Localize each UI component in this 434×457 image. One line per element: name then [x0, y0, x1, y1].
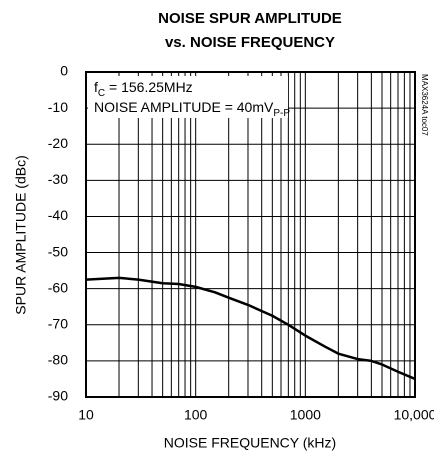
y-tick-label: -30 — [48, 171, 68, 187]
x-tick-label: 1000 — [290, 407, 321, 423]
side-note: MAX3624A toc07 — [420, 74, 429, 136]
y-tick-label: -20 — [48, 135, 68, 151]
y-axis-label: SPUR AMPLITUDE (dBc) — [13, 155, 29, 314]
chart-title: NOISE SPUR AMPLITUDE — [158, 10, 342, 27]
x-axis-label: NOISE FREQUENCY (kHz) — [164, 435, 336, 451]
annotation: NOISE AMPLITUDE = 40mVP-P — [94, 99, 290, 119]
x-tick-label: 10 — [78, 407, 94, 423]
annotation-box — [88, 76, 288, 118]
chart-title: vs. NOISE FREQUENCY — [165, 34, 335, 51]
y-tick-label: -50 — [48, 243, 68, 259]
y-tick-label: -80 — [48, 352, 68, 368]
line — [85, 276, 416, 381]
plot-frame — [85, 71, 416, 398]
y-tick-label: -70 — [48, 315, 68, 331]
y-tick-label: 0 — [60, 63, 68, 79]
y-tick-label: -40 — [48, 207, 68, 223]
y-tick-label: -90 — [48, 388, 68, 404]
annotation-part: = 156.25MHz — [105, 79, 193, 95]
annotation-part: NOISE AMPLITUDE = 40mV — [94, 99, 274, 115]
y-tick-label: -60 — [48, 279, 68, 295]
annotation-part: C — [98, 88, 105, 99]
x-tick-label: 10,000 — [394, 407, 434, 423]
annotation-part: f — [94, 79, 98, 95]
x-tick-label: 100 — [184, 407, 208, 423]
annotation-part: P-P — [273, 108, 290, 119]
annotation: fC = 156.25MHz — [94, 79, 193, 99]
y-tick-label: -10 — [48, 99, 68, 115]
